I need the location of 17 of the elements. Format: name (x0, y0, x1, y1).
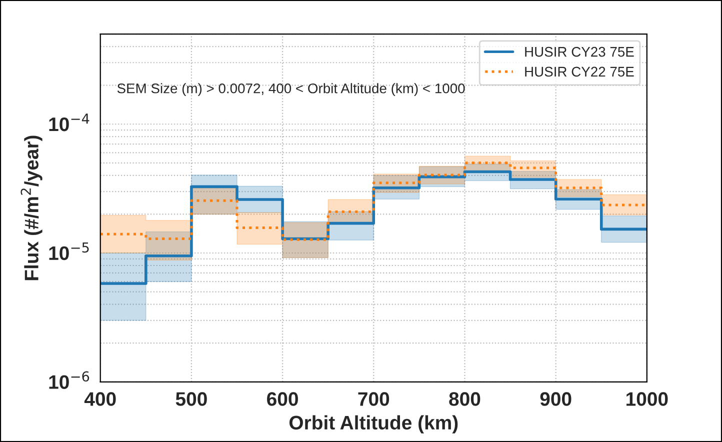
y-axis-title: Flux (#/m$^{2}$/year) (20, 136, 42, 280)
x-tick-label: 500 (176, 392, 207, 406)
x-axis-title: Orbit Altitude (km) (289, 415, 458, 434)
x-tick-label: 1000 (626, 392, 668, 406)
x-tick-label: 400 (84, 392, 116, 406)
legend-label: HUSIR CY22 75E (525, 66, 634, 77)
x-tick-label: 900 (540, 392, 572, 406)
x-tick-label: 800 (449, 392, 480, 406)
y-tick-label: 10$^{−6}$ (49, 371, 90, 389)
annotation: SEM Size (m) > 0.0072, 400 < Orbit Altitude (km) < 1000 (117, 83, 465, 96)
y-tick-label: 10$^{−4}$ (49, 114, 90, 132)
y-tick-label: 10$^{−5}$ (49, 242, 89, 260)
x-tick-label: 600 (267, 392, 298, 406)
line-series (100, 162, 647, 241)
line-series (100, 170, 647, 285)
x-tick-label: 700 (358, 392, 390, 406)
legend-label: HUSIR CY23 75E (525, 46, 634, 57)
